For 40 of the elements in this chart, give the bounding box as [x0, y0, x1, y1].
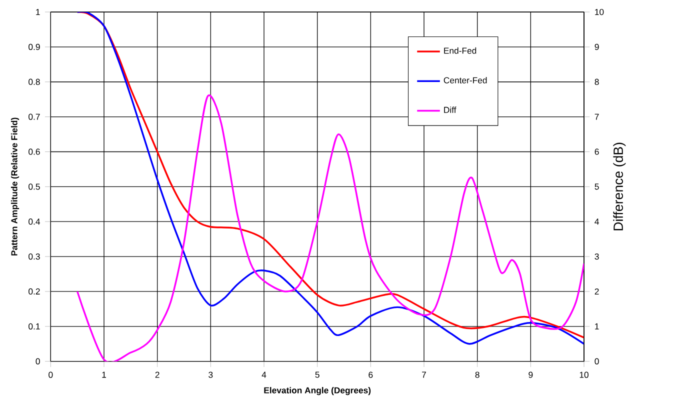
y2-tick-label: 0 — [594, 358, 599, 364]
y-tick-label: 0.4 — [28, 218, 40, 225]
x-axis-title: Elevation Angle (Degrees) — [264, 387, 371, 396]
y-axis-title: Pattern Amplitude (Relative Field) — [10, 118, 20, 256]
y2-tick-label: 5 — [594, 184, 599, 190]
line-series — [76, 94, 584, 362]
y-tick-label: 0.9 — [28, 44, 40, 50]
y-tick-label: 0.6 — [28, 148, 40, 155]
legend-label: Diff — [444, 106, 456, 113]
y-tick-label: 0 — [36, 358, 40, 364]
y-tick-label: 0.3 — [28, 253, 40, 260]
y2-tick-label: 2 — [594, 288, 599, 294]
y2-tick-label: 8 — [594, 78, 599, 85]
x-tick-label: 1 — [102, 372, 106, 378]
x-tick-label: 0 — [48, 372, 53, 378]
y-tick-label: 0.8 — [28, 78, 40, 85]
x-tick-label: 6 — [368, 372, 373, 378]
y-tick-label: 0.2 — [28, 288, 40, 295]
legend-label: Center-Fed — [444, 77, 487, 84]
legend-label: End-Fed — [444, 47, 476, 54]
x-tick-label: 9 — [528, 372, 533, 378]
y2-tick-label: 10 — [595, 8, 604, 16]
x-tick-label: 7 — [422, 372, 426, 378]
y-tick-label: 0.5 — [28, 184, 40, 190]
x-tick-label: 3 — [208, 372, 213, 378]
y2-tick-label: 9 — [594, 44, 599, 50]
y-tick-label: 0.7 — [28, 114, 40, 120]
y2-tick-label: 4 — [594, 218, 599, 225]
x-tick-label: 8 — [475, 372, 480, 378]
y2-axis-title: Difference (dB) — [613, 142, 626, 230]
x-tick-label: 4 — [262, 372, 266, 378]
x-tick-label: 2 — [155, 372, 160, 378]
y-tick-label: 1 — [36, 9, 40, 15]
x-tick-label: 10 — [580, 372, 588, 378]
x-tick-label: 5 — [315, 372, 320, 378]
y-tick-label: 0.1 — [28, 323, 40, 330]
y2-tick-label: 3 — [594, 253, 599, 260]
y2-tick-label: 7 — [594, 114, 599, 120]
y2-tick-label: 1 — [595, 323, 599, 330]
y2-tick-label: 6 — [594, 148, 599, 155]
